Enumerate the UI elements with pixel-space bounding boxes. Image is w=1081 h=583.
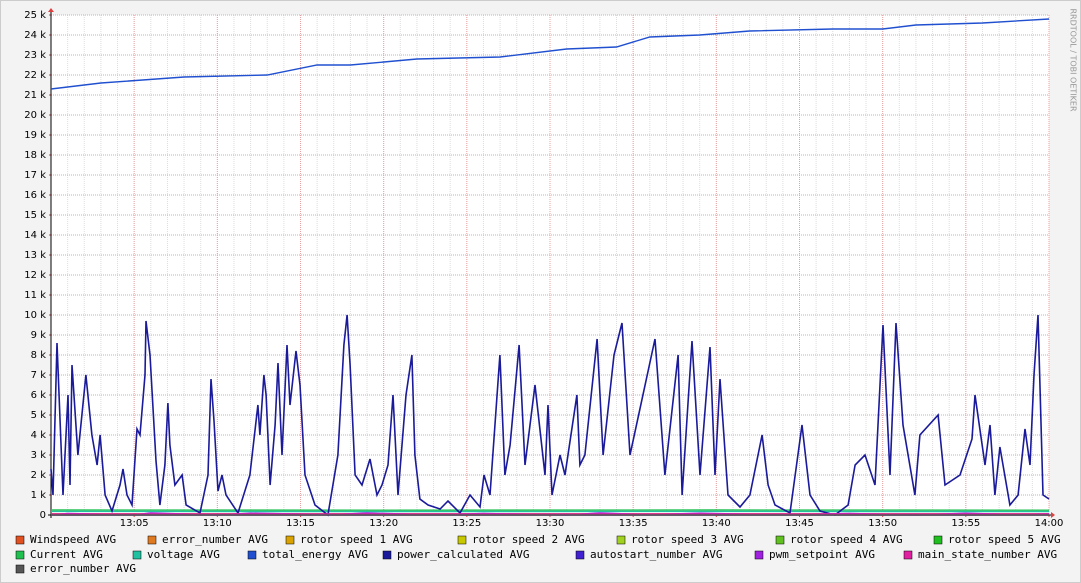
x-tick-label: 13:25 xyxy=(452,518,481,529)
x-tick-label: 13:15 xyxy=(286,518,315,529)
y-tick-label: 18 k xyxy=(24,150,46,161)
y-tick-label: 13 k xyxy=(24,250,46,261)
y-tick-label: 5 k xyxy=(31,410,47,421)
legend-label: Current AVG xyxy=(30,548,103,561)
legend-swatch xyxy=(147,535,157,545)
legend-label: autostart_number AVG xyxy=(590,548,722,561)
x-tick-label: 13:30 xyxy=(536,518,565,529)
y-tick-label: 17 k xyxy=(24,170,46,181)
y-tick-label: 3 k xyxy=(31,450,47,461)
legend-swatch xyxy=(15,550,25,560)
y-tick-label: 7 k xyxy=(31,370,47,381)
x-tick-label: 13:05 xyxy=(120,518,149,529)
legend-label: rotor speed 5 AVG xyxy=(948,533,1061,546)
legend-swatch xyxy=(775,535,785,545)
x-tick-label: 13:45 xyxy=(785,518,814,529)
x-arrow xyxy=(1051,512,1055,518)
legend-swatch xyxy=(575,550,585,560)
x-tick-label: 13:40 xyxy=(702,518,731,529)
y-tick-label: 9 k xyxy=(31,330,47,341)
y-tick-label: 4 k xyxy=(31,430,47,441)
y-tick-label: 10 k xyxy=(24,310,46,321)
y-tick-label: 2 k xyxy=(31,470,47,481)
legend-swatch xyxy=(15,564,25,574)
x-tick-label: 13:50 xyxy=(868,518,897,529)
legend-swatch xyxy=(15,535,25,545)
series-line xyxy=(50,314,1050,517)
legend-label: rotor speed 3 AVG xyxy=(631,533,744,546)
legend-label: voltage AVG xyxy=(147,548,220,561)
legend-label: error_number AVG xyxy=(162,533,268,546)
watermark: RRDTOOL / TOBI OETIKER xyxy=(1069,8,1078,111)
y-tick-label: 22 k xyxy=(24,70,46,81)
legend-label: rotor speed 2 AVG xyxy=(472,533,585,546)
legend-swatch xyxy=(132,550,142,560)
legend-swatch xyxy=(247,550,257,560)
y-tick-label: 11 k xyxy=(24,290,46,301)
y-tick-label: 0 xyxy=(40,510,46,521)
x-tick-label: 13:55 xyxy=(951,518,980,529)
y-tick-label: 14 k xyxy=(24,230,46,241)
y-tick-label: 16 k xyxy=(24,190,46,201)
x-tick-label: 14:00 xyxy=(1035,518,1064,529)
legend-label: main_state_number AVG xyxy=(918,548,1057,561)
legend-swatch xyxy=(754,550,764,560)
x-tick-label: 13:35 xyxy=(619,518,648,529)
y-arrow xyxy=(48,8,54,12)
legend-label: pwm_setpoint AVG xyxy=(769,548,875,561)
legend-swatch xyxy=(903,550,913,560)
legend-swatch xyxy=(457,535,467,545)
legend-swatch xyxy=(933,535,943,545)
series-line xyxy=(50,18,1050,90)
legend-swatch xyxy=(285,535,295,545)
y-tick-label: 8 k xyxy=(31,350,47,361)
y-tick-label: 25 k xyxy=(24,10,46,21)
legend-label: rotor speed 1 AVG xyxy=(300,533,413,546)
y-tick-label: 23 k xyxy=(24,50,46,61)
y-tick-label: 21 k xyxy=(24,90,46,101)
legend-label: Windspeed AVG xyxy=(30,533,116,546)
legend-label: power_calculated AVG xyxy=(397,548,529,561)
y-tick-label: 15 k xyxy=(24,210,46,221)
y-tick-label: 12 k xyxy=(24,270,46,281)
x-tick-label: 13:10 xyxy=(203,518,232,529)
y-tick-label: 1 k xyxy=(31,490,47,501)
legend-label: rotor speed 4 AVG xyxy=(790,533,903,546)
legend-swatch xyxy=(616,535,626,545)
y-tick-label: 19 k xyxy=(24,130,46,141)
y-tick-label: 20 k xyxy=(24,110,46,121)
y-tick-label: 6 k xyxy=(31,390,47,401)
y-tick-label: 24 k xyxy=(24,30,46,41)
legend-label: error_number AVG xyxy=(30,562,136,575)
legend-swatch xyxy=(382,550,392,560)
legend-label: total_energy AVG xyxy=(262,548,368,561)
x-tick-label: 13:20 xyxy=(369,518,398,529)
